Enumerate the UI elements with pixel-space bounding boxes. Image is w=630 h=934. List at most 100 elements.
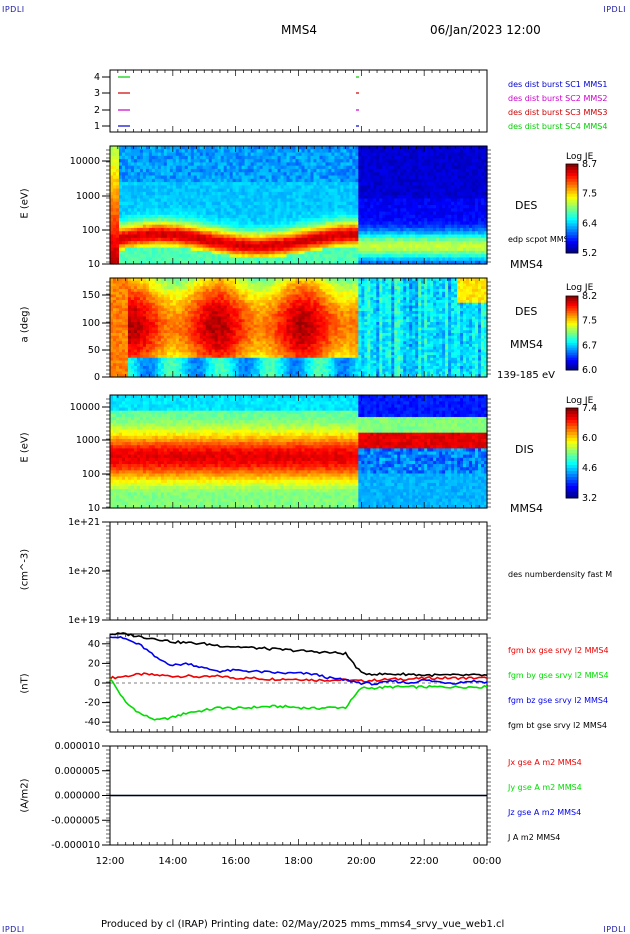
des-energy-heatmap-cell bbox=[424, 162, 428, 167]
des-energy-heatmap-cell bbox=[271, 188, 276, 193]
des-energy-heatmap-cell bbox=[460, 201, 464, 206]
des-energy-heatmap-cell bbox=[166, 185, 171, 190]
des-energy-heatmap-cell bbox=[307, 172, 312, 177]
des-energy-heatmap-cell bbox=[115, 237, 120, 242]
des-energy-heatmap-cell bbox=[448, 149, 452, 154]
des-energy-heatmap-cell bbox=[124, 250, 129, 255]
des-energy-heatmap-cell bbox=[463, 208, 467, 213]
des-energy-heatmap-cell bbox=[430, 165, 434, 170]
des-energy-heatmap-cell bbox=[187, 175, 192, 180]
des-energy-heatmap-cell bbox=[220, 195, 225, 200]
des-energy-heatmap-cell bbox=[301, 146, 306, 150]
des-energy-heatmap-cell bbox=[139, 175, 144, 180]
des-energy-heatmap-cell bbox=[163, 231, 168, 236]
des-energy-heatmap-cell bbox=[220, 214, 225, 219]
des-energy-heatmap-cell bbox=[241, 234, 246, 239]
des-energy-heatmap-cell bbox=[451, 224, 455, 229]
des-energy-heatmap-cell bbox=[448, 172, 452, 177]
des-energy-heatmap-cell bbox=[253, 178, 258, 183]
des-energy-heatmap-cell bbox=[139, 185, 144, 190]
des-energy-heatmap-cell bbox=[403, 198, 407, 203]
des-energy-heatmap-cell bbox=[481, 162, 485, 167]
des-energy-heatmap-cell bbox=[349, 227, 353, 232]
des-energy-heatmap-cell bbox=[295, 241, 300, 245]
des-pitch-heatmap-cell bbox=[112, 371, 117, 375]
des-energy-heatmap-cell bbox=[310, 165, 315, 170]
des-energy-heatmap-cell bbox=[295, 260, 300, 265]
des-energy-heatmap-cell bbox=[478, 208, 482, 213]
des-energy-heatmap-cell bbox=[211, 162, 216, 167]
des-energy-heatmap-cell bbox=[214, 260, 219, 265]
des-energy-heatmap-cell bbox=[367, 159, 371, 163]
des-energy-heatmap-cell bbox=[385, 247, 389, 252]
des-energy-heatmap-cell bbox=[277, 247, 282, 252]
des-pitch-heatmap-cell bbox=[124, 363, 129, 367]
des-energy-heatmap-cell bbox=[199, 168, 204, 173]
des-energy-heatmap-cell bbox=[172, 175, 177, 180]
des-energy-heatmap-cell bbox=[277, 178, 282, 183]
des-energy-heatmap-cell bbox=[427, 237, 431, 242]
des-energy-heatmap-cell bbox=[226, 168, 231, 173]
des-energy-heatmap-cell bbox=[124, 178, 129, 183]
des-energy-heatmap-cell bbox=[334, 175, 338, 180]
des-energy-heatmap-cell bbox=[448, 191, 452, 196]
des-energy-heatmap-cell bbox=[358, 214, 362, 219]
des-energy-heatmap-cell bbox=[184, 247, 189, 252]
des-energy-heatmap-cell bbox=[223, 191, 228, 196]
des-energy-heatmap-cell bbox=[142, 175, 147, 180]
des-energy-heatmap-cell bbox=[472, 191, 476, 196]
des-energy-heatmap-cell bbox=[424, 205, 428, 209]
des-energy-heatmap-cell bbox=[166, 191, 171, 196]
des-energy-heatmap-cell bbox=[163, 257, 168, 262]
des-energy-heatmap-cell bbox=[349, 208, 353, 213]
des-energy-heatmap-cell bbox=[469, 234, 473, 239]
des-energy-heatmap-cell bbox=[115, 201, 120, 206]
des-energy-heatmap-cell bbox=[139, 188, 144, 193]
des-energy-heatmap-cell bbox=[145, 155, 150, 160]
des-energy-heatmap-cell bbox=[226, 188, 231, 193]
des-pitch-heatmap-cell bbox=[115, 283, 120, 287]
des-energy-heatmap-cell bbox=[442, 195, 446, 200]
density-legend: des numberdensity fast M bbox=[508, 570, 613, 579]
des-energy-heatmap-cell bbox=[349, 241, 353, 245]
des-energy-heatmap-cell bbox=[421, 188, 425, 193]
des-pitch-heatmap-cell bbox=[118, 327, 123, 331]
des-energy-heatmap-cell bbox=[184, 165, 189, 170]
des-energy-heatmap-cell bbox=[316, 152, 321, 157]
des-energy-heatmap-cell bbox=[166, 165, 171, 170]
des-energy-heatmap-cell bbox=[226, 244, 231, 249]
des-energy-heatmap-cell bbox=[451, 175, 455, 180]
des-energy-heatmap-cell bbox=[199, 201, 204, 206]
des-energy-heatmap-cell bbox=[385, 178, 389, 183]
des-energy-heatmap-cell bbox=[163, 149, 168, 154]
des-energy-heatmap-cell bbox=[154, 182, 159, 186]
des-energy-heatmap-cell bbox=[406, 162, 410, 167]
des-energy-heatmap-cell bbox=[244, 188, 249, 193]
des-energy-heatmap-cell bbox=[274, 182, 279, 186]
des-energy-heatmap-cell bbox=[196, 178, 201, 183]
des-energy-heatmap-cell bbox=[442, 260, 446, 265]
des-energy-heatmap-cell bbox=[313, 159, 318, 163]
des-pitch-heatmap-cell bbox=[110, 374, 114, 378]
des-energy-heatmap-cell bbox=[232, 152, 237, 157]
des-energy-heatmap-cell bbox=[232, 208, 237, 213]
des-energy-heatmap-cell bbox=[163, 254, 168, 259]
des-energy-heatmap-cell bbox=[439, 234, 443, 239]
des-energy-heatmap-cell bbox=[415, 214, 419, 219]
des-energy-heatmap-cell bbox=[307, 224, 312, 229]
des-energy-heatmap-cell bbox=[436, 185, 440, 190]
des-energy-heatmap-cell bbox=[205, 191, 210, 196]
des-energy-heatmap-cell bbox=[244, 214, 249, 219]
des-energy-heatmap-cell bbox=[460, 208, 464, 213]
des-energy-heatmap-cell bbox=[190, 149, 195, 154]
des-energy-heatmap-cell bbox=[484, 218, 488, 222]
des-energy-heatmap-cell bbox=[370, 172, 374, 177]
des-pitch-heatmap-cell bbox=[124, 366, 129, 370]
des-energy-heatmap-cell bbox=[343, 185, 347, 190]
des-energy-heatmap-cell bbox=[466, 198, 470, 203]
des-energy-heatmap-cell bbox=[238, 178, 243, 183]
des-energy-heatmap-cell bbox=[142, 205, 147, 209]
des-energy-heatmap-cell bbox=[358, 159, 362, 163]
des-pitch-heatmap-cell bbox=[110, 302, 114, 307]
des-energy-heatmap-cell bbox=[403, 155, 407, 160]
